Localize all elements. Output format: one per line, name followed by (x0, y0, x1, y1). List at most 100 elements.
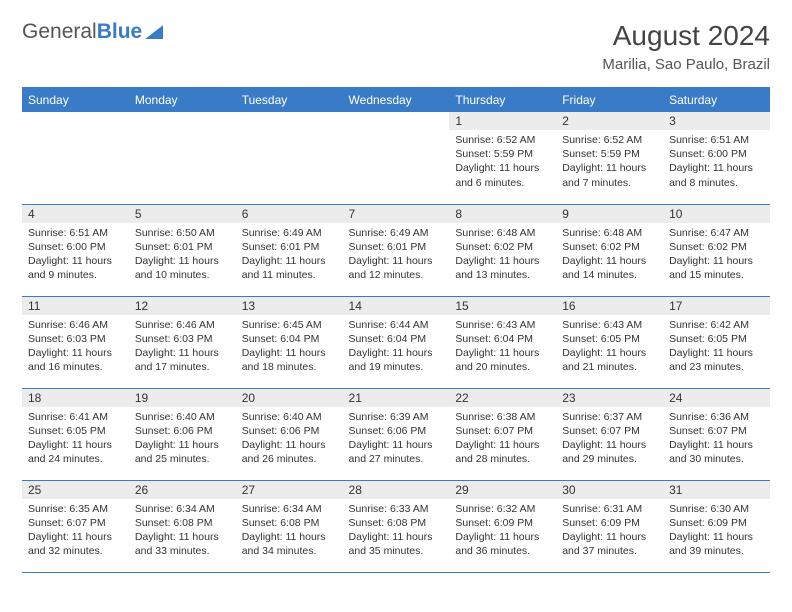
day-sunrise: Sunrise: 6:35 AM (28, 502, 123, 516)
day-details: Sunrise: 6:49 AMSunset: 6:01 PMDaylight:… (343, 223, 450, 287)
day-sunset: Sunset: 6:03 PM (28, 332, 123, 346)
calendar-day-cell: 2Sunrise: 6:52 AMSunset: 5:59 PMDaylight… (556, 112, 663, 204)
day-daylight: Daylight: 11 hours and 32 minutes. (28, 530, 123, 558)
day-sunset: Sunset: 6:05 PM (28, 424, 123, 438)
day-sunrise: Sunrise: 6:49 AM (242, 226, 337, 240)
day-details: Sunrise: 6:43 AMSunset: 6:05 PMDaylight:… (556, 315, 663, 379)
calendar-day-cell: 25Sunrise: 6:35 AMSunset: 6:07 PMDayligh… (22, 480, 129, 572)
day-sunrise: Sunrise: 6:31 AM (562, 502, 657, 516)
day-daylight: Daylight: 11 hours and 18 minutes. (242, 346, 337, 374)
day-sunrise: Sunrise: 6:40 AM (242, 410, 337, 424)
day-details: Sunrise: 6:39 AMSunset: 6:06 PMDaylight:… (343, 407, 450, 471)
day-sunset: Sunset: 6:07 PM (669, 424, 764, 438)
day-details: Sunrise: 6:34 AMSunset: 6:08 PMDaylight:… (129, 499, 236, 563)
day-details: Sunrise: 6:37 AMSunset: 6:07 PMDaylight:… (556, 407, 663, 471)
day-sunset: Sunset: 6:00 PM (669, 147, 764, 161)
day-sunset: Sunset: 6:01 PM (242, 240, 337, 254)
calendar-week-row: 4Sunrise: 6:51 AMSunset: 6:00 PMDaylight… (22, 204, 770, 296)
day-sunrise: Sunrise: 6:37 AM (562, 410, 657, 424)
calendar-day-cell: 29Sunrise: 6:32 AMSunset: 6:09 PMDayligh… (449, 480, 556, 572)
calendar-page: GeneralBlue August 2024 Marilia, Sao Pau… (0, 0, 792, 593)
calendar-day-cell: 16Sunrise: 6:43 AMSunset: 6:05 PMDayligh… (556, 296, 663, 388)
day-number: 16 (556, 297, 663, 315)
calendar-week-row: 25Sunrise: 6:35 AMSunset: 6:07 PMDayligh… (22, 480, 770, 572)
calendar-day-cell: 30Sunrise: 6:31 AMSunset: 6:09 PMDayligh… (556, 480, 663, 572)
day-number: 9 (556, 205, 663, 223)
day-sunset: Sunset: 6:02 PM (455, 240, 550, 254)
day-number: 26 (129, 481, 236, 499)
day-number: 11 (22, 297, 129, 315)
calendar-day-cell (22, 112, 129, 204)
day-details: Sunrise: 6:33 AMSunset: 6:08 PMDaylight:… (343, 499, 450, 563)
day-details: Sunrise: 6:48 AMSunset: 6:02 PMDaylight:… (449, 223, 556, 287)
day-details: Sunrise: 6:52 AMSunset: 5:59 PMDaylight:… (556, 130, 663, 194)
day-number: 19 (129, 389, 236, 407)
day-details: Sunrise: 6:41 AMSunset: 6:05 PMDaylight:… (22, 407, 129, 471)
title-block: August 2024 Marilia, Sao Paulo, Brazil (602, 20, 770, 73)
calendar-day-cell: 21Sunrise: 6:39 AMSunset: 6:06 PMDayligh… (343, 388, 450, 480)
calendar-day-cell: 14Sunrise: 6:44 AMSunset: 6:04 PMDayligh… (343, 296, 450, 388)
calendar-day-cell: 26Sunrise: 6:34 AMSunset: 6:08 PMDayligh… (129, 480, 236, 572)
day-daylight: Daylight: 11 hours and 8 minutes. (669, 161, 764, 189)
day-number: 2 (556, 112, 663, 130)
calendar-day-cell: 23Sunrise: 6:37 AMSunset: 6:07 PMDayligh… (556, 388, 663, 480)
day-number: 21 (343, 389, 450, 407)
day-sunrise: Sunrise: 6:49 AM (349, 226, 444, 240)
day-sunrise: Sunrise: 6:43 AM (455, 318, 550, 332)
day-sunrise: Sunrise: 6:40 AM (135, 410, 230, 424)
day-details: Sunrise: 6:42 AMSunset: 6:05 PMDaylight:… (663, 315, 770, 379)
day-daylight: Daylight: 11 hours and 12 minutes. (349, 254, 444, 282)
day-daylight: Daylight: 11 hours and 34 minutes. (242, 530, 337, 558)
day-details: Sunrise: 6:43 AMSunset: 6:04 PMDaylight:… (449, 315, 556, 379)
day-sunrise: Sunrise: 6:42 AM (669, 318, 764, 332)
calendar-day-cell: 20Sunrise: 6:40 AMSunset: 6:06 PMDayligh… (236, 388, 343, 480)
day-daylight: Daylight: 11 hours and 30 minutes. (669, 438, 764, 466)
day-sunset: Sunset: 6:08 PM (242, 516, 337, 530)
calendar-day-cell: 17Sunrise: 6:42 AMSunset: 6:05 PMDayligh… (663, 296, 770, 388)
day-daylight: Daylight: 11 hours and 10 minutes. (135, 254, 230, 282)
weekday-header: Saturday (663, 88, 770, 113)
day-sunset: Sunset: 6:01 PM (349, 240, 444, 254)
day-daylight: Daylight: 11 hours and 24 minutes. (28, 438, 123, 466)
day-details: Sunrise: 6:44 AMSunset: 6:04 PMDaylight:… (343, 315, 450, 379)
day-daylight: Daylight: 11 hours and 23 minutes. (669, 346, 764, 374)
weekday-header: Wednesday (343, 88, 450, 113)
day-sunrise: Sunrise: 6:47 AM (669, 226, 764, 240)
day-daylight: Daylight: 11 hours and 27 minutes. (349, 438, 444, 466)
day-daylight: Daylight: 11 hours and 20 minutes. (455, 346, 550, 374)
day-details: Sunrise: 6:46 AMSunset: 6:03 PMDaylight:… (129, 315, 236, 379)
day-number: 28 (343, 481, 450, 499)
day-sunrise: Sunrise: 6:33 AM (349, 502, 444, 516)
day-number: 12 (129, 297, 236, 315)
weekday-header: Monday (129, 88, 236, 113)
calendar-day-cell (129, 112, 236, 204)
day-sunrise: Sunrise: 6:30 AM (669, 502, 764, 516)
day-number: 1 (449, 112, 556, 130)
calendar-day-cell: 9Sunrise: 6:48 AMSunset: 6:02 PMDaylight… (556, 204, 663, 296)
day-details: Sunrise: 6:47 AMSunset: 6:02 PMDaylight:… (663, 223, 770, 287)
day-daylight: Daylight: 11 hours and 36 minutes. (455, 530, 550, 558)
day-sunrise: Sunrise: 6:41 AM (28, 410, 123, 424)
day-sunrise: Sunrise: 6:43 AM (562, 318, 657, 332)
day-number: 18 (22, 389, 129, 407)
day-sunrise: Sunrise: 6:46 AM (135, 318, 230, 332)
calendar-day-cell: 22Sunrise: 6:38 AMSunset: 6:07 PMDayligh… (449, 388, 556, 480)
day-number: 6 (236, 205, 343, 223)
month-title: August 2024 (602, 20, 770, 52)
header: GeneralBlue August 2024 Marilia, Sao Pau… (22, 20, 770, 73)
calendar-day-cell: 4Sunrise: 6:51 AMSunset: 6:00 PMDaylight… (22, 204, 129, 296)
day-daylight: Daylight: 11 hours and 33 minutes. (135, 530, 230, 558)
calendar-header-row: SundayMondayTuesdayWednesdayThursdayFrid… (22, 88, 770, 113)
day-sunset: Sunset: 5:59 PM (562, 147, 657, 161)
day-details: Sunrise: 6:48 AMSunset: 6:02 PMDaylight:… (556, 223, 663, 287)
calendar-day-cell: 11Sunrise: 6:46 AMSunset: 6:03 PMDayligh… (22, 296, 129, 388)
day-daylight: Daylight: 11 hours and 11 minutes. (242, 254, 337, 282)
day-sunset: Sunset: 6:09 PM (669, 516, 764, 530)
calendar-day-cell: 27Sunrise: 6:34 AMSunset: 6:08 PMDayligh… (236, 480, 343, 572)
day-details: Sunrise: 6:40 AMSunset: 6:06 PMDaylight:… (236, 407, 343, 471)
day-number: 30 (556, 481, 663, 499)
day-number: 4 (22, 205, 129, 223)
day-sunset: Sunset: 6:09 PM (455, 516, 550, 530)
day-number: 7 (343, 205, 450, 223)
logo-text-1: General (22, 20, 97, 43)
